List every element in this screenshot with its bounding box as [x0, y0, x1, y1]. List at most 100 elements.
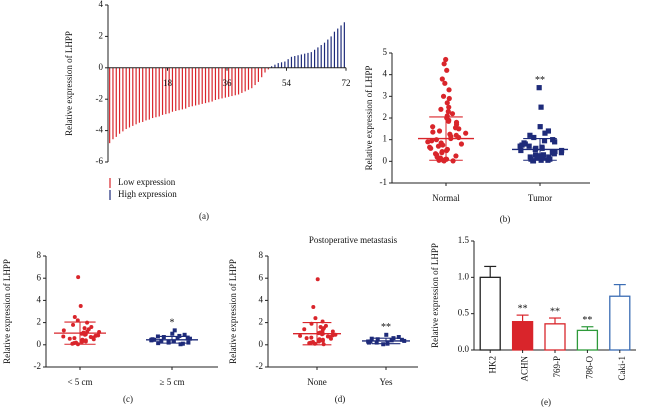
bar [479, 276, 501, 351]
data-point [439, 150, 445, 156]
data-point [541, 138, 548, 144]
data-point [374, 340, 379, 345]
data-point [375, 337, 380, 342]
data-point [180, 341, 185, 346]
data-point [456, 134, 462, 141]
y-axis-label: Relative expression of LHPP [228, 259, 238, 364]
data-point [85, 320, 90, 325]
data-point [558, 150, 564, 156]
data-point [536, 85, 542, 91]
data-point [445, 108, 451, 115]
y-tick-label: 0.0 [458, 344, 470, 354]
x-tick-label: 54 [282, 78, 292, 88]
y-tick-label: 4 [259, 294, 264, 304]
x-tick-label: 36 [223, 78, 233, 88]
data-point [75, 318, 80, 323]
bar [576, 329, 599, 351]
data-point [435, 143, 442, 149]
data-point [159, 338, 164, 343]
data-point [67, 336, 72, 341]
panel-c: -2 0 2 4 6 8 Relative expression of LHPP < 5 cm… [2, 250, 218, 404]
data-point [542, 130, 548, 136]
y-tick-label: 2 [99, 30, 104, 40]
significance-marker: ** [535, 75, 545, 86]
data-point [171, 339, 176, 344]
y-tick-label: 1.0 [458, 271, 470, 281]
y-tick-label: -4 [96, 125, 104, 135]
y-tick-label: 0 [259, 339, 264, 349]
data-point [446, 95, 452, 102]
data-point [170, 331, 175, 336]
data-point [530, 158, 537, 164]
data-point [527, 132, 533, 138]
data-point [161, 335, 166, 340]
data-point [82, 326, 87, 331]
data-point [320, 328, 325, 333]
data-point [315, 277, 320, 282]
data-point [453, 153, 459, 159]
data-point [70, 341, 75, 346]
data-point [311, 305, 316, 310]
panel-b: -1 0 1 2 3 4 5 Relative expression of LHPP Norma… [364, 47, 590, 224]
data-point [91, 337, 96, 342]
x-tick-label: 72 [342, 78, 351, 88]
y-tick-label: -6 [96, 156, 104, 166]
data-point [522, 141, 528, 147]
data-point [442, 80, 448, 86]
y-tick-label: -2 [34, 361, 42, 371]
panel-label: (c) [123, 394, 133, 404]
data-point [71, 322, 76, 327]
x-tick-label: 786-O [584, 356, 594, 379]
data-point [369, 336, 374, 341]
legend-label: High expression [118, 189, 177, 199]
significance-marker: ** [550, 306, 560, 317]
data-point [436, 128, 443, 134]
y-tick-label: 0 [37, 339, 42, 349]
x-tick-label: HK2 [487, 356, 497, 374]
bar [544, 323, 566, 351]
data-point [526, 143, 532, 149]
x-tick-label: None [307, 377, 327, 387]
y-tick-label: 2 [259, 317, 264, 327]
data-point [433, 137, 440, 143]
data-point [166, 340, 171, 345]
y-tick-label: 6 [259, 272, 264, 282]
data-point [538, 104, 544, 110]
y-tick-label: 0 [99, 62, 104, 72]
data-point [532, 152, 539, 158]
data-point [298, 333, 303, 338]
y-tick-label: 2 [37, 317, 42, 327]
data-point [61, 334, 66, 339]
panel-label: (d) [335, 394, 346, 404]
data-point [463, 130, 469, 136]
data-point [317, 339, 322, 344]
panel-title: Postoperative metastasis [309, 235, 398, 245]
data-point [384, 332, 389, 337]
data-point [531, 134, 537, 141]
data-point [444, 67, 450, 73]
data-point [330, 329, 335, 334]
x-tick-label: Tumor [528, 193, 552, 203]
data-point [321, 342, 326, 347]
data-point [186, 340, 191, 345]
legend-label: Low expression [118, 177, 176, 187]
data-point [307, 341, 312, 346]
y-tick-label: 6 [37, 272, 42, 282]
data-point [441, 61, 447, 67]
significance-marker: ** [582, 315, 592, 326]
data-point [313, 316, 318, 321]
data-point [552, 139, 558, 145]
y-tick-label: 4 [383, 69, 388, 79]
data-point [443, 147, 450, 154]
x-tick-label: ≥ 5 cm [160, 377, 185, 387]
y-tick-label: 1 [383, 134, 388, 144]
x-tick-label: Caki-1 [617, 356, 627, 381]
data-point [443, 56, 449, 63]
significance-marker: ** [381, 322, 391, 333]
x-tick-label: 769-P [552, 356, 562, 378]
data-point [72, 315, 77, 320]
data-point [536, 153, 543, 159]
data-point [446, 87, 452, 93]
data-point [178, 342, 183, 347]
